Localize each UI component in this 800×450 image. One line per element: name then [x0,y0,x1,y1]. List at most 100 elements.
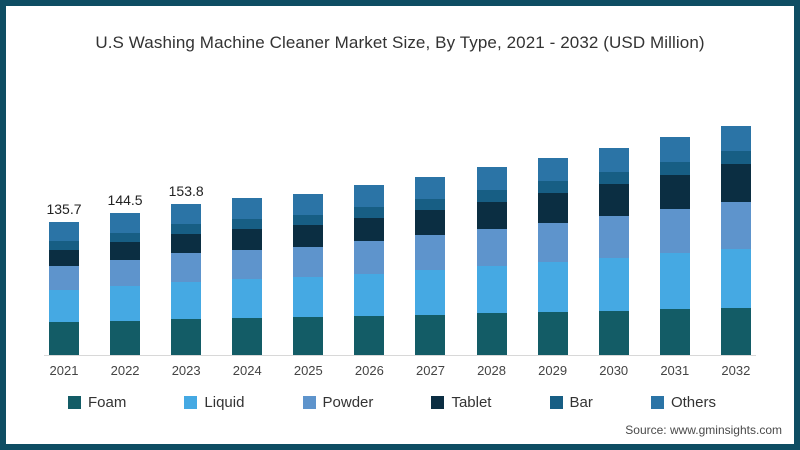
bar-segment-powder [537,222,568,263]
x-axis-label-2026: 2026 [354,363,384,378]
bar-segment-liquid [232,279,263,318]
legend-swatch-icon [184,396,198,409]
bar-2031 [655,137,695,355]
bar-segment-bar [415,198,446,210]
bar-segment-tablet [720,164,751,202]
bar-segment-powder [110,259,141,286]
x-axis-label-2030: 2030 [599,363,629,378]
bar-segment-tablet [293,224,324,247]
bar-segment-tablet [171,233,202,254]
bar-segment-foam [232,317,263,355]
bar-segment-liquid [598,257,629,311]
bar-segment-liquid [293,277,324,318]
bar-segment-tablet [232,228,263,250]
bar-segment-foam [720,307,751,355]
bar-segment-bar [232,219,263,229]
page-title: U.S Washing Machine Cleaner Market Size,… [95,33,705,52]
x-axis-label-2029: 2029 [538,363,568,378]
bar-segment-liquid [171,281,202,320]
bar-segment-bar [49,240,79,250]
bar-segment-foam [110,320,141,355]
bar-total-label: 144.5 [107,192,143,209]
bar-segment-powder [720,201,751,249]
legend-label: Powder [322,394,374,411]
bar-segment-bar [476,190,507,202]
bar-segment-powder [354,241,385,274]
bar-segment-liquid [49,289,79,322]
bar-segment-foam [49,321,79,355]
bar-segment-foam [659,309,690,355]
bar-segment-tablet [476,201,507,230]
bar-segment-tablet [110,241,141,260]
bar-stack [354,185,385,355]
bar-segment-liquid [720,248,751,308]
x-axis-label-2021: 2021 [49,363,79,378]
legend-item-foam: Foam [68,394,126,411]
source-attribution: Source: www.gminsights.com [625,423,782,437]
legend-swatch-icon [650,396,664,409]
bar-segment-tablet [537,193,568,223]
legend-swatch-icon [431,396,445,409]
legend-swatch-icon [68,396,81,409]
bar-stack [110,213,141,355]
bar-2028 [472,167,512,355]
bar-segment-powder [598,216,629,258]
x-axis-label-2025: 2025 [293,363,323,378]
bar-segment-liquid [110,285,141,321]
bar-segment-others [293,193,324,215]
bar-total-label: 135.7 [46,201,82,218]
bar-segment-others [476,167,507,191]
bar-stack [537,157,568,355]
bar-segment-powder [49,265,79,290]
legend-label: Bar [569,394,593,411]
bar-2029 [533,157,573,355]
bar-segment-powder [232,249,263,280]
bar-segment-foam [537,312,568,355]
bar-segment-tablet [49,249,79,266]
legend-label: Tablet [451,394,492,411]
bar-segment-liquid [415,270,446,315]
bar-2027 [410,176,450,355]
x-axis-label-2027: 2027 [416,363,445,378]
bar-2023: 153.8 [166,183,206,355]
bar-segment-liquid [537,262,568,313]
bar-segment-others [720,125,751,152]
stacked-bar-chart: 135.7 144.5 153.8 [44,55,756,356]
bar-2030 [594,147,634,355]
chart-area: 135.7 144.5 153.8 2021 2022 2023 2024 2025 2026… [44,55,756,378]
bar-stack [720,125,751,355]
bar-stack [476,167,507,355]
x-axis-label-2032: 2032 [721,363,751,378]
bar-2022: 144.5 [105,192,145,355]
bar-stack [659,137,690,355]
bar-segment-tablet [415,209,446,236]
bar-segment-others [537,157,568,182]
legend-item-others: Others [650,394,716,411]
bar-segment-tablet [659,174,690,210]
x-axis-label-2031: 2031 [660,363,690,378]
legend-swatch-icon [302,396,316,409]
legend-item-bar: Bar [549,394,593,411]
bar-segment-others [598,147,629,172]
x-axis-label-2022: 2022 [110,363,140,378]
bar-segment-bar [537,181,568,194]
bar-segment-others [232,198,263,220]
bar-segment-liquid [659,253,690,310]
bar-segment-bar [110,232,141,242]
bar-2024 [227,198,267,355]
bar-segment-powder [415,235,446,271]
bar-segment-others [415,176,446,199]
bar-2025 [288,193,328,355]
bar-stack [171,204,202,355]
bar-segment-liquid [354,273,385,316]
bar-segment-tablet [598,184,629,217]
bar-segment-bar [354,206,385,218]
x-axis-label-2024: 2024 [232,363,262,378]
legend-swatch-icon [549,396,563,409]
chart-legend: Foam Liquid Powder Tablet Bar Others [68,394,716,411]
bar-segment-tablet [354,217,385,242]
bar-segment-foam [415,314,446,355]
bar-segment-bar [598,171,629,185]
legend-item-powder: Powder [302,394,374,411]
